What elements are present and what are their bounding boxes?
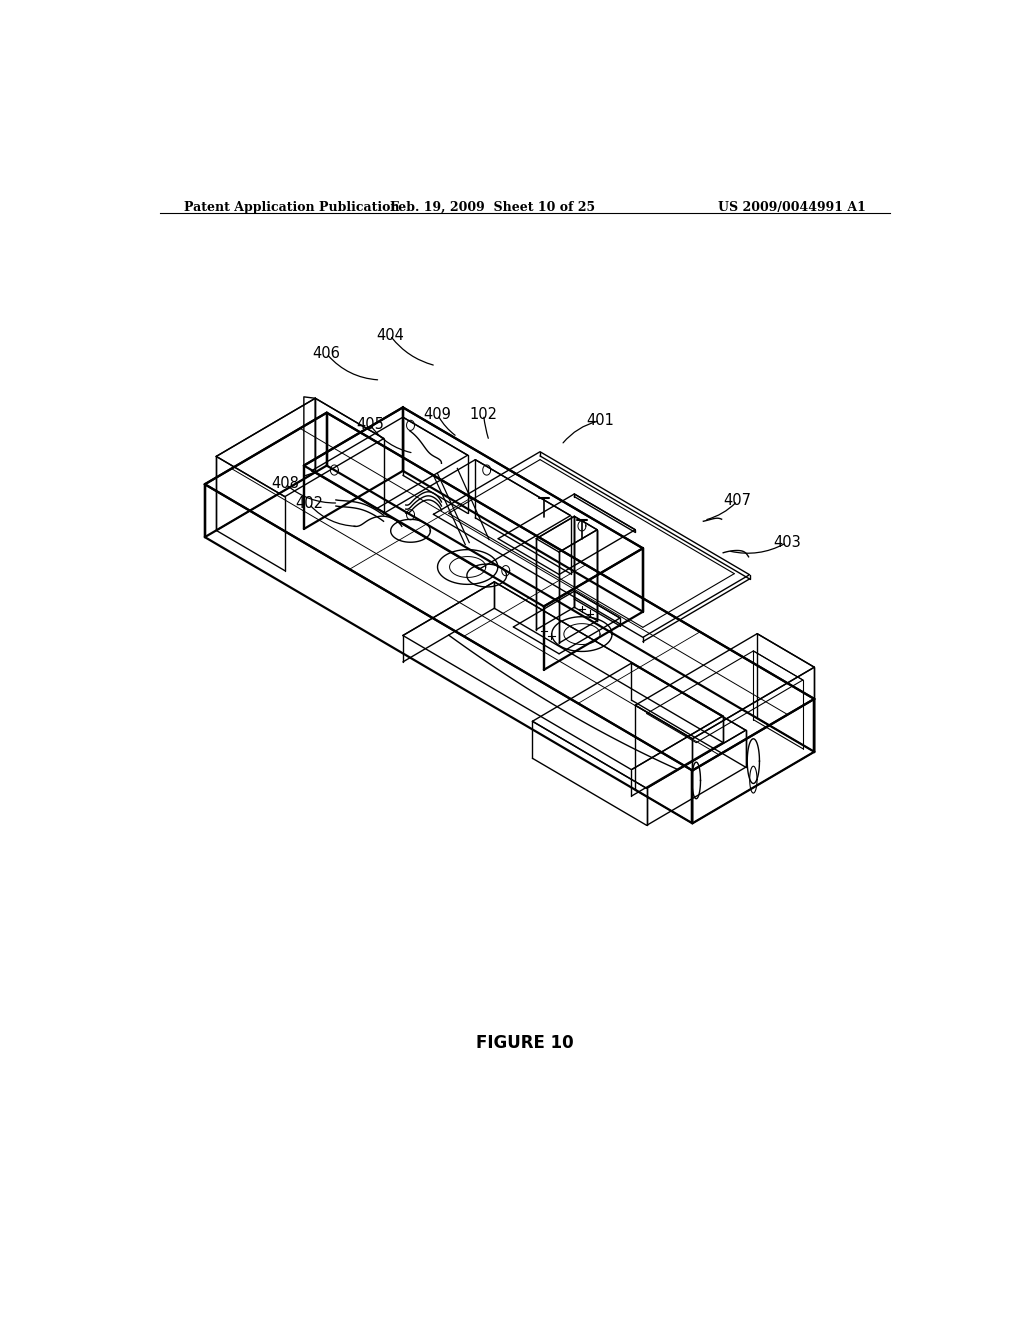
Text: 406: 406: [312, 346, 340, 362]
Text: Patent Application Publication: Patent Application Publication: [183, 201, 399, 214]
Text: 404: 404: [376, 327, 403, 343]
Text: 102: 102: [470, 407, 498, 422]
Text: Feb. 19, 2009  Sheet 10 of 25: Feb. 19, 2009 Sheet 10 of 25: [390, 201, 596, 214]
Text: 401: 401: [587, 413, 614, 428]
Text: FIGURE 10: FIGURE 10: [476, 1034, 573, 1052]
Text: 405: 405: [356, 417, 384, 432]
Text: 407: 407: [724, 494, 752, 508]
Text: 403: 403: [773, 535, 801, 550]
Text: 409: 409: [424, 407, 452, 422]
Text: 402: 402: [295, 496, 323, 511]
Text: 408: 408: [271, 477, 299, 491]
Text: US 2009/0044991 A1: US 2009/0044991 A1: [718, 201, 866, 214]
